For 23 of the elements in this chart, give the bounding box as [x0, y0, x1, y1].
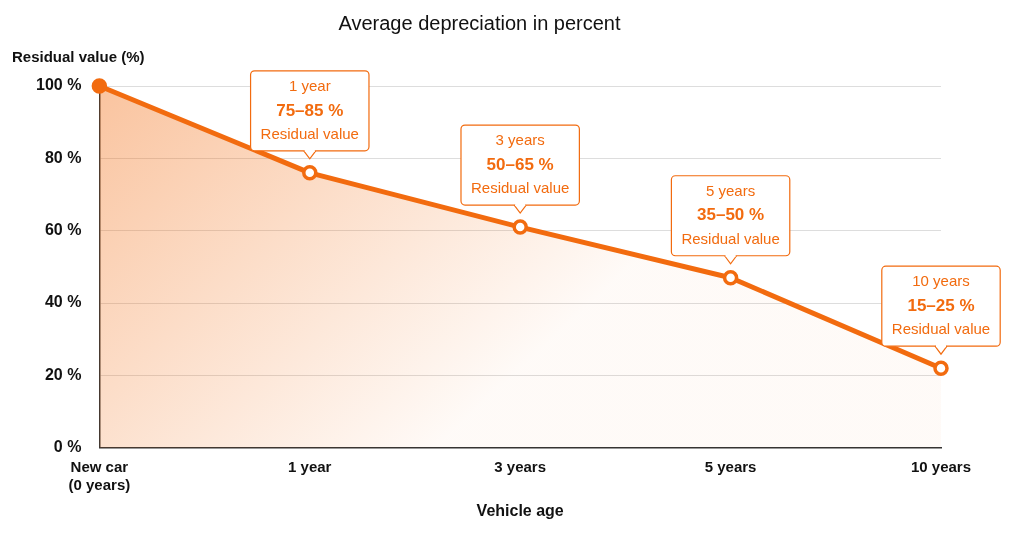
x-tick-label: 5 years — [704, 457, 757, 475]
x-tick-label: 10 years — [910, 457, 972, 475]
annotation: 5 years 35–50 % Residual value — [681, 181, 780, 247]
point — [512, 219, 528, 235]
point — [722, 270, 739, 286]
y-tick-label: 100 % — [35, 76, 82, 94]
chart-title: Average depreciation in percent — [338, 11, 621, 34]
x-axis-title: Vehicle age — [476, 501, 564, 519]
y-tick-label: 20 % — [44, 365, 82, 383]
annotation: 1 year 75–85 % Residual value — [260, 76, 359, 142]
y-tick-label: 80 % — [44, 148, 82, 166]
point — [933, 360, 949, 376]
y-axis-title: Residual value (%) — [12, 48, 145, 66]
y-tick-label: 40 % — [44, 293, 82, 311]
point — [302, 165, 318, 181]
annotation: 10 years 15–25 % Residual value — [891, 272, 991, 338]
x-tick-label: New car (0 years) — [68, 457, 131, 493]
point — [91, 78, 108, 94]
annotation: 3 years 50–65 % Residual value — [470, 131, 570, 197]
y-tick-label: 60 % — [44, 221, 82, 239]
x-tick-label: 1 year — [288, 457, 332, 475]
y-tick-label: 0 % — [53, 438, 82, 456]
x-tick-label: 3 years — [494, 457, 547, 475]
